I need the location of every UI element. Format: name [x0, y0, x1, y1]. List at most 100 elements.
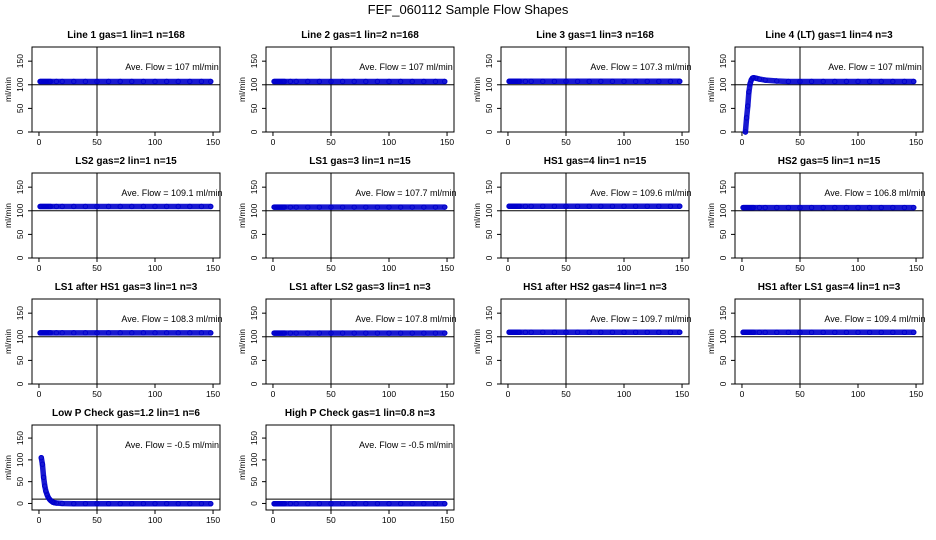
panel-title: HS1 after LS1 gas=4 lin=1 n=3 [758, 282, 901, 293]
data-point [762, 204, 768, 211]
data-point [152, 203, 158, 210]
plot-frame [734, 298, 924, 385]
x-tick-label: 0 [271, 137, 276, 147]
panel-5: LS2 gas=2 lin=1 n=150 50 100 150050100150ml… [3, 156, 223, 273]
data-point [574, 329, 581, 335]
panel-title: LS1 after LS2 gas=3 lin=1 n=3 [289, 282, 431, 293]
panel-9: LS1 after HS1 gas=3 lin=1 n=3 0 50 100 150 0 5… [3, 282, 223, 399]
plot-frame [265, 298, 455, 385]
panel-1: Line 1 gas=1 lin=1 n=168 0 50 100 150 0 50 100 1… [3, 30, 221, 147]
flow-series-band [38, 454, 214, 507]
x-tick-label: 100 [617, 389, 631, 399]
panel-2: Line 2 gas=1 lin=2 n=168 0 50 100 150 0 50 100 1… [237, 30, 455, 147]
data-point [163, 203, 170, 210]
x-tick-label: 150 [440, 389, 454, 399]
data-point [432, 500, 439, 507]
data-point [756, 76, 763, 82]
y-tick-label: 100 [484, 329, 494, 343]
panel-8: HS2 gas=5 lin=1 n=150 50 100 150050100150ml… [706, 156, 926, 273]
average-flow-annotation: Ave. Flow = 109.4 ml/min [824, 314, 925, 324]
data-point [598, 329, 604, 335]
y-tick-label: 50 [718, 229, 728, 239]
data-point [540, 329, 546, 335]
x-tick-label: 50 [326, 389, 336, 399]
data-point [432, 78, 439, 85]
y-tick-label: 100 [249, 77, 259, 91]
data-point [293, 78, 299, 85]
data-point [656, 78, 662, 85]
x-tick-label: 50 [795, 137, 805, 147]
average-flow-annotation: Ave. Flow = 107.3 ml/min [590, 62, 691, 72]
data-point [208, 203, 214, 210]
x-tick-label: 50 [561, 263, 571, 273]
data-point [82, 203, 89, 210]
data-point [386, 330, 392, 336]
data-point [140, 500, 147, 507]
panel-title: HS2 gas=5 lin=1 n=15 [778, 156, 881, 167]
y-tick-label: 50 [15, 229, 25, 239]
data-point [421, 500, 427, 507]
data-point [442, 204, 448, 210]
x-tick-label: 50 [92, 263, 102, 273]
x-tick-label: 50 [92, 389, 102, 399]
y-tick-label: 50 [718, 103, 728, 113]
data-point [667, 78, 674, 85]
data-point [71, 330, 77, 336]
panel-3: Line 3 gas=1 lin=3 n=168 0 50 100 150 0 50 100 1… [472, 30, 692, 147]
y-axis-label: ml/min [237, 329, 247, 354]
data-point [287, 330, 294, 336]
data-point [82, 500, 89, 507]
y-axis-label: ml/min [3, 203, 13, 228]
average-flow-annotation: Ave. Flow = 106.8 ml/min [824, 188, 925, 198]
y-tick-label: 150 [484, 54, 494, 68]
x-tick-label: 0 [271, 389, 276, 399]
data-point [363, 330, 369, 336]
y-axis-label: ml/min [237, 203, 247, 228]
data-point [756, 204, 763, 211]
y-tick-label: 150 [15, 54, 25, 68]
average-flow-annotation: Ave. Flow = 109.7 ml/min [590, 314, 691, 324]
data-point [339, 78, 346, 85]
x-tick-label: 0 [271, 515, 276, 525]
y-tick-label: 50 [15, 355, 25, 365]
data-point [516, 203, 523, 209]
data-point [117, 203, 123, 210]
data-point [762, 77, 768, 83]
y-tick-label: 0 [15, 501, 25, 506]
data-point [586, 329, 592, 335]
data-point [47, 78, 54, 85]
x-tick-label: 0 [37, 389, 42, 399]
data-point [386, 204, 392, 210]
y-axis-label: ml/min [3, 329, 13, 354]
data-point [442, 500, 448, 507]
data-point [409, 204, 415, 210]
data-point [574, 78, 581, 85]
x-tick-label: 150 [675, 263, 689, 273]
data-point [397, 204, 404, 210]
data-point [621, 203, 627, 209]
x-tick-label: 50 [326, 263, 336, 273]
average-flow-annotation: Ave. Flow = 108.3 ml/min [121, 314, 222, 324]
x-tick-label: 50 [92, 137, 102, 147]
data-point [351, 78, 357, 85]
y-tick-label: 0 [484, 129, 494, 134]
data-point [53, 203, 60, 210]
data-point [540, 78, 546, 85]
y-axis-label: ml/min [706, 77, 716, 102]
x-tick-label: 0 [740, 137, 745, 147]
data-point [71, 500, 77, 507]
data-point [59, 203, 65, 210]
data-point [187, 78, 193, 85]
x-tick-label: 100 [617, 137, 631, 147]
y-tick-label: 150 [15, 180, 25, 194]
y-tick-label: 150 [484, 306, 494, 320]
data-point [551, 78, 558, 85]
data-point [574, 203, 581, 209]
data-point [305, 204, 311, 210]
data-point [911, 204, 917, 211]
x-tick-label: 100 [851, 263, 865, 273]
y-tick-label: 50 [249, 355, 259, 365]
data-point [551, 329, 558, 335]
y-tick-label: 150 [249, 180, 259, 194]
x-tick-label: 50 [795, 389, 805, 399]
